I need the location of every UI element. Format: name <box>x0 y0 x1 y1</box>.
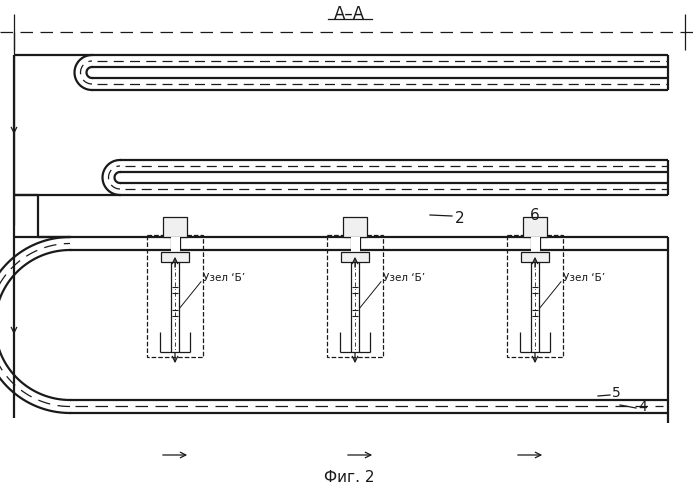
Bar <box>163 217 187 237</box>
Bar <box>350 237 359 252</box>
Text: Узел ‘Б’: Узел ‘Б’ <box>383 273 425 283</box>
Text: 6: 6 <box>530 208 540 223</box>
Bar <box>327 235 383 357</box>
Bar <box>171 237 180 252</box>
Text: 4: 4 <box>638 400 647 414</box>
Text: Фиг. 2: Фиг. 2 <box>324 470 375 485</box>
Text: А–А: А–А <box>334 5 365 23</box>
Bar <box>343 217 367 237</box>
Bar <box>507 235 563 357</box>
Bar <box>147 235 203 357</box>
Bar <box>521 252 549 262</box>
Text: Узел ‘Б’: Узел ‘Б’ <box>203 273 245 283</box>
Text: 5: 5 <box>612 386 621 400</box>
Bar <box>341 252 369 262</box>
Bar <box>161 252 189 262</box>
Bar <box>523 217 547 237</box>
Bar <box>531 237 540 252</box>
Text: 2: 2 <box>455 211 465 226</box>
Text: Узел ‘Б’: Узел ‘Б’ <box>563 273 605 283</box>
